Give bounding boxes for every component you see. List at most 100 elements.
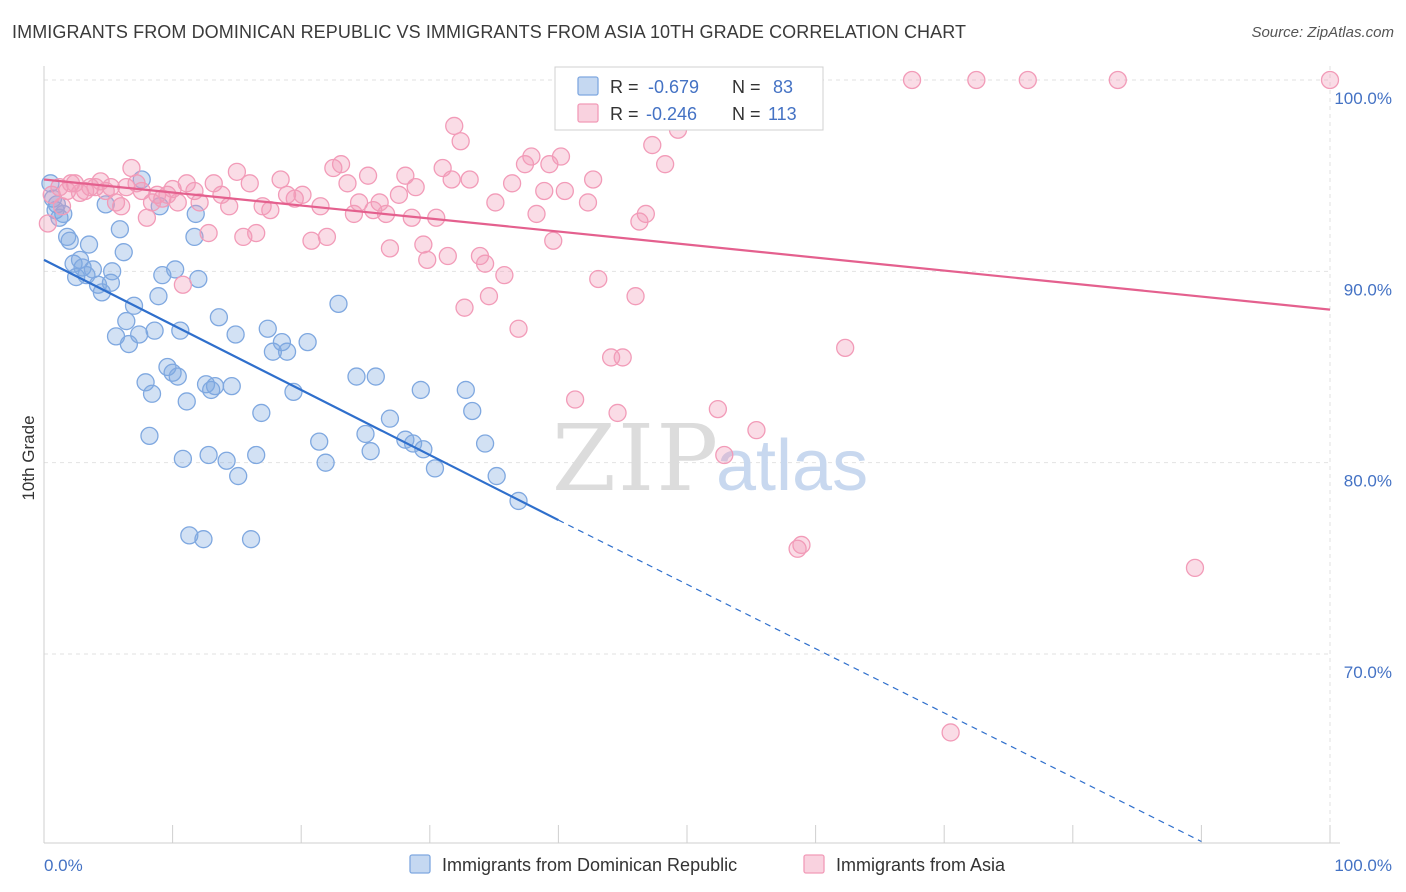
point-s0-47	[196, 375, 216, 394]
point-s0-45	[189, 269, 208, 289]
legend-swatch-dominican	[409, 854, 431, 874]
stats-swatch-asia	[577, 103, 599, 123]
stats-n-value-1: 113	[768, 104, 797, 124]
point-s1-38	[247, 223, 266, 243]
point-s1-112	[1108, 70, 1127, 90]
point-s1-41	[271, 170, 290, 189]
point-s0-80	[475, 434, 495, 453]
point-s1-67	[442, 170, 461, 189]
point-s0-69	[356, 424, 375, 444]
point-s1-113	[1185, 558, 1205, 578]
point-s1-86	[555, 181, 574, 201]
point-s0-19	[103, 262, 122, 281]
point-s1-74	[479, 287, 499, 306]
point-s1-75	[486, 193, 505, 212]
watermark: ZIP atlas	[552, 405, 868, 512]
source-credit: Source: ZipAtlas.com	[1251, 24, 1394, 41]
point-s1-34	[220, 197, 239, 216]
point-s0-65	[310, 432, 329, 451]
point-s0-68	[347, 367, 366, 386]
point-s0-70	[361, 442, 380, 461]
point-s1-69	[451, 132, 470, 151]
point-s1-57	[380, 239, 400, 258]
point-s0-40	[173, 449, 193, 468]
point-s1-40	[261, 200, 280, 220]
point-s0-50	[205, 376, 225, 396]
point-s0-81	[487, 466, 506, 486]
point-s1-27	[173, 275, 193, 294]
point-s1-87	[565, 390, 585, 409]
point-s0-77	[425, 459, 445, 478]
point-s0-13	[79, 235, 99, 254]
point-s0-53	[222, 376, 241, 396]
point-s1-111	[1018, 70, 1037, 90]
point-s0-31	[145, 321, 164, 340]
bottom-legend: Immigrants from Dominican Republic Immig…	[409, 854, 1006, 875]
x-tick-label-1: 100.0%	[1334, 856, 1392, 875]
point-s1-66	[438, 246, 457, 266]
point-s1-50	[338, 174, 357, 193]
point-s1-68	[445, 116, 464, 136]
point-s0-41	[177, 392, 196, 411]
point-s1-47	[317, 227, 337, 247]
point-s1-90	[589, 269, 608, 289]
point-s1-62	[414, 235, 433, 254]
point-s1-89	[583, 170, 603, 189]
point-s1-108	[902, 70, 922, 90]
point-s1-81	[527, 204, 546, 224]
point-s1-3	[52, 197, 72, 216]
series-dominican-republic	[41, 170, 528, 549]
point-s1-96	[636, 204, 655, 224]
point-s1-93	[613, 348, 632, 367]
point-s1-26	[168, 193, 187, 212]
point-s0-5	[54, 204, 73, 224]
point-s0-78	[456, 380, 475, 400]
point-s1-77	[502, 174, 522, 193]
stats-legend-frame	[554, 66, 824, 131]
point-s1-61	[406, 177, 425, 197]
point-s1-73	[475, 254, 495, 273]
stats-legend: R = -0.679 N = 83 R = -0.246 N = 113	[554, 66, 824, 131]
point-s0-57	[247, 445, 266, 465]
point-s0-79	[463, 401, 482, 421]
stats-r-value-0: -0.679	[648, 77, 699, 97]
point-s0-29	[140, 426, 159, 446]
point-s0-38	[168, 367, 187, 386]
chart-title: IMMIGRANTS FROM DOMINICAN REPUBLIC VS IM…	[12, 22, 967, 42]
point-s1-92	[608, 403, 627, 423]
point-s0-23	[117, 311, 136, 331]
point-s1-70	[455, 298, 474, 317]
point-s1-114	[1320, 70, 1340, 90]
point-s0-7	[60, 231, 79, 250]
point-s0-62	[277, 342, 297, 361]
point-s0-75	[411, 380, 430, 400]
stats-n-label-1: N =	[732, 104, 761, 124]
point-s1-28	[177, 174, 196, 193]
point-s0-71	[366, 367, 385, 386]
y-tick-label-1: 80.0%	[1344, 472, 1392, 491]
point-s1-71	[460, 170, 479, 189]
legend-label-asia: Immigrants from Asia	[836, 855, 1006, 875]
watermark-atlas: atlas	[716, 426, 868, 506]
stats-n-label-0: N =	[732, 77, 761, 97]
point-s0-14	[83, 260, 103, 279]
point-s0-28	[136, 373, 155, 392]
stats-r-value-1: -0.246	[646, 104, 697, 124]
point-s1-63	[418, 250, 437, 270]
y-axis-title: 10th Grade	[19, 415, 38, 500]
x-tick-label-0: 0.0%	[44, 856, 83, 875]
y-tick-labels: 70.0% 80.0% 90.0% 100.0%	[1334, 89, 1392, 682]
point-s1-20	[137, 208, 157, 227]
point-s1-109	[941, 723, 960, 742]
point-s1-110	[967, 70, 986, 90]
point-s1-78	[509, 319, 528, 338]
point-s0-56	[241, 530, 261, 549]
point-s0-54	[226, 325, 245, 344]
point-s1-94	[626, 287, 645, 306]
point-s0-30	[142, 384, 162, 403]
point-s0-61	[272, 332, 292, 352]
point-s0-32	[149, 287, 168, 306]
point-s1-58	[389, 185, 409, 204]
point-s1-35	[227, 162, 247, 181]
